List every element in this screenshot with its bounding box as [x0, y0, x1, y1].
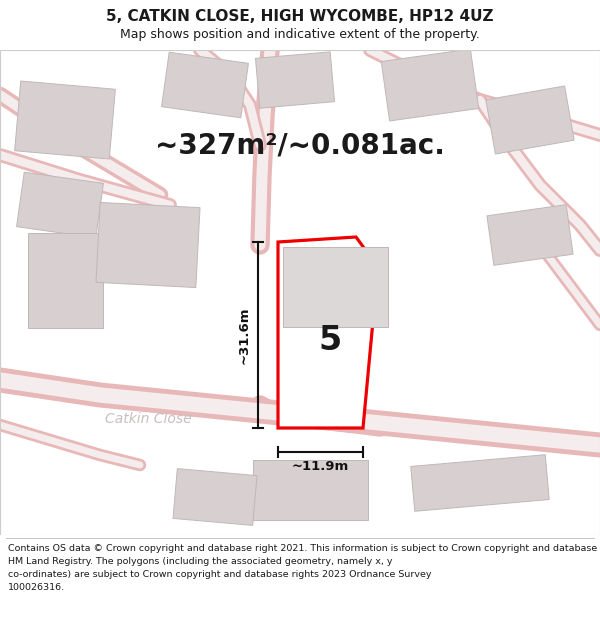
Text: ~31.6m: ~31.6m [238, 306, 251, 364]
Polygon shape [161, 52, 248, 118]
Polygon shape [486, 86, 574, 154]
Polygon shape [14, 81, 115, 159]
Polygon shape [256, 52, 335, 108]
Polygon shape [173, 469, 257, 526]
Polygon shape [487, 204, 573, 266]
Text: Catkin Close: Catkin Close [104, 412, 191, 426]
Polygon shape [283, 247, 388, 327]
Text: Contains OS data © Crown copyright and database right 2021. This information is : Contains OS data © Crown copyright and d… [8, 544, 600, 591]
Polygon shape [253, 460, 367, 520]
Text: 5: 5 [319, 324, 341, 356]
Polygon shape [411, 455, 549, 511]
Polygon shape [381, 49, 479, 121]
Polygon shape [17, 173, 103, 238]
Text: Map shows position and indicative extent of the property.: Map shows position and indicative extent… [120, 28, 480, 41]
Text: 5, CATKIN CLOSE, HIGH WYCOMBE, HP12 4UZ: 5, CATKIN CLOSE, HIGH WYCOMBE, HP12 4UZ [106, 9, 494, 24]
Text: ~327m²/~0.081ac.: ~327m²/~0.081ac. [155, 131, 445, 159]
Polygon shape [283, 247, 388, 327]
Polygon shape [28, 232, 103, 328]
Text: ~11.9m: ~11.9m [292, 461, 349, 474]
Polygon shape [278, 237, 378, 428]
Polygon shape [96, 202, 200, 288]
